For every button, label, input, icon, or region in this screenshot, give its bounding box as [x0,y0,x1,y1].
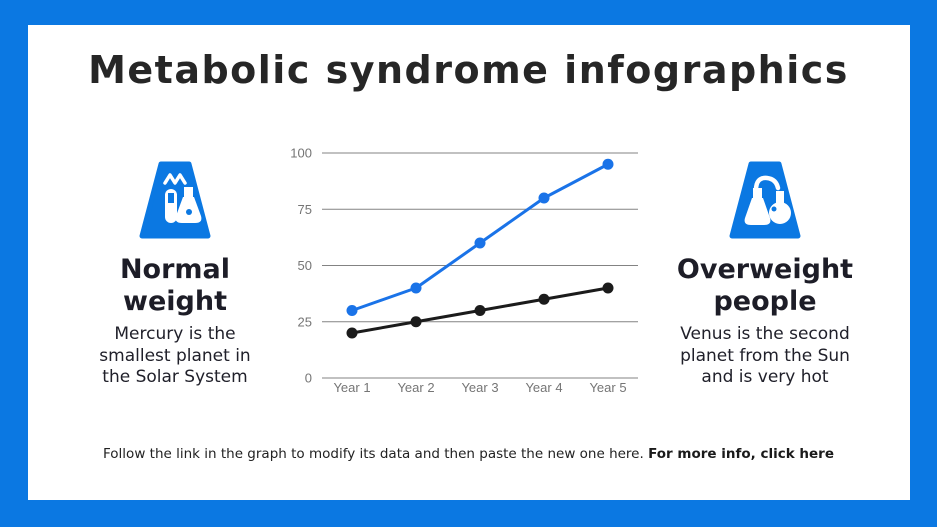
y-tick-label: 25 [298,314,312,329]
data-point [538,192,550,204]
x-tick-label: Year 5 [589,380,626,395]
data-point [346,305,358,316]
x-tick-label: Year 4 [525,380,562,395]
x-tick-label: Year 3 [461,380,498,395]
page-title: Metabolic syndrome infographics [88,48,849,92]
y-tick-label: 75 [298,202,312,217]
feature-overweight-people: Overweight people Venus is the second pl… [663,160,867,389]
feature-description: Mercury is the smallest planet in the So… [99,324,251,387]
y-tick-label: 100 [290,146,312,161]
data-point [602,158,614,170]
x-tick-label: Year 1 [333,380,370,395]
footer-note: Follow the link in the graph to modify i… [0,446,937,462]
data-point [410,316,422,328]
data-point [602,282,614,294]
data-point [474,305,486,316]
distillation-flasks-icon [729,160,801,242]
series-line [350,162,610,312]
footer-text: Follow the link in the graph to modify i… [103,446,649,462]
feature-normal-weight: Normal weight Mercury is the smallest pl… [85,160,265,389]
x-tick-label: Year 2 [397,380,434,395]
footer-more-info-link[interactable]: For more info, click here [648,446,834,462]
feature-description: Venus is the second planet from the Sun … [680,324,850,387]
feature-heading: Overweight people [676,254,854,317]
test-tube-and-flask-icon [139,160,211,242]
y-tick-label: 0 [305,371,312,386]
line-chart-container: 0 25 50 75 100 Year 1 Year 2 Year 3 Year 4 Year 5 [285,140,650,405]
y-tick-label: 50 [298,258,312,273]
data-point [474,237,486,249]
line-chart: 0 25 50 75 100 Year 1 Year 2 Year 3 Year 4 Year 5 [290,146,638,395]
data-point [346,327,358,339]
data-point [410,282,422,294]
data-point [538,293,550,305]
slide-panel [28,25,910,500]
feature-heading: Normal weight [119,254,231,317]
